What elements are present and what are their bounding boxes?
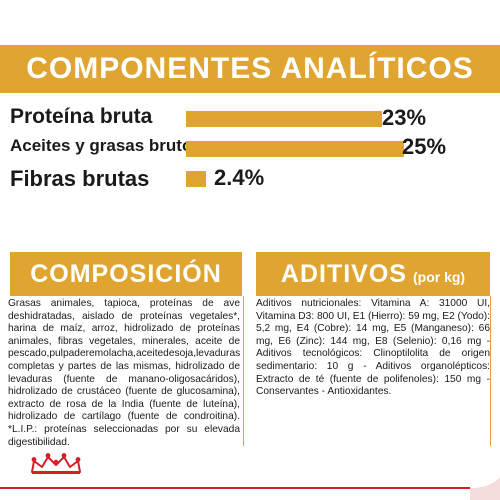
analytic-row-label: Proteína bruta [10,105,153,128]
additives-subtitle: (por kg) [412,269,466,285]
additives-right-divider [490,296,491,446]
analytic-row-label: Fibras brutas [10,166,150,191]
composition-text: Grasas animales, tapioca, proteínas de a… [4,296,240,450]
composition-right-divider [243,296,244,446]
additives-text: Aditivos nutricionales: Vitamina A: 3100… [256,296,490,399]
analytic-row-bar [186,111,382,127]
additives-banner: ADITIVOS (por kg) [256,252,490,296]
royal-canin-crown-icon [31,453,81,474]
additives-title: ADITIVOS [280,259,407,288]
analytic-row-value: 2.4% [214,165,265,190]
footer-swoosh [0,477,500,500]
analytic-row-bar [186,171,206,187]
analytic-row-value: 23% [382,105,427,130]
analytic-row-bar [186,141,404,157]
composition-banner: COMPOSICIÓN [10,252,242,296]
analytic-row-value: 25% [402,134,447,159]
composition-title: COMPOSICIÓN [30,259,222,288]
analytic-components-title: COMPONENTES ANALÍTICOS [26,52,474,85]
analytic-row-label: Aceites y grasas brutos [10,136,202,155]
analytic-components-banner: COMPONENTES ANALÍTICOS [0,45,500,93]
